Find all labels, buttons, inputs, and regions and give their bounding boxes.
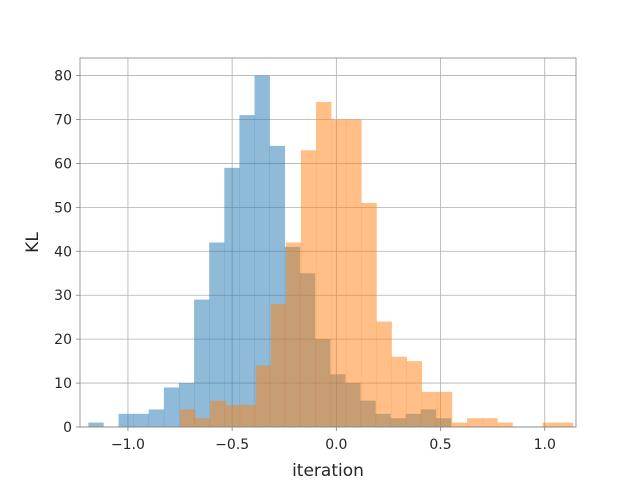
histogram-bar-series-2 — [285, 242, 302, 427]
histogram-bar-series-1 — [88, 422, 104, 427]
histogram-bar-series-2 — [210, 400, 226, 427]
x-tick-label: 0.5 — [429, 437, 451, 453]
histogram-bar-series-2 — [225, 405, 241, 427]
axis-ticks: −1.0 −0.5 0.0 0.5 1.0 0 10 20 30 40 50 60 70 80 — [54, 69, 556, 453]
histogram-bar-series-2 — [452, 422, 468, 427]
histogram-bar-series-2 — [180, 409, 196, 427]
x-axis-label: iteration — [292, 461, 364, 480]
histogram-bar-series-2 — [421, 391, 438, 427]
histogram-bar-series-2 — [331, 119, 347, 427]
histogram-bar-series-2 — [270, 304, 287, 427]
y-tick-label: 0 — [63, 420, 72, 436]
histogram-bar-series-2 — [467, 418, 483, 427]
histogram-bar-series-2 — [376, 321, 392, 427]
y-tick-label: 40 — [54, 244, 72, 260]
x-tick-label: 0.0 — [325, 437, 347, 453]
histogram-bar-series-2 — [346, 119, 362, 427]
y-axis-label: KL — [23, 232, 43, 253]
histogram-bar-series-2 — [195, 418, 211, 427]
histogram-bar-series-1 — [209, 242, 225, 427]
y-tick-label: 70 — [54, 113, 72, 129]
x-tick-label: −1.0 — [111, 437, 145, 453]
histogram-bar-series-1 — [239, 115, 255, 427]
histogram-bar-series-2 — [436, 391, 453, 427]
histogram-bar-series-1 — [194, 299, 210, 427]
x-tick-label: 1.0 — [534, 437, 556, 453]
histogram-bar-series-1 — [224, 167, 240, 428]
histogram-bar-series-1 — [254, 75, 270, 428]
histogram-bar-series-2 — [240, 405, 256, 427]
histogram-bar-series-1 — [118, 413, 134, 427]
histogram-bar-series-2 — [557, 422, 574, 427]
histogram-bar-series-2 — [497, 422, 513, 427]
y-tick-label: 60 — [54, 156, 72, 172]
histogram-bar-series-2 — [300, 150, 317, 427]
histogram-bar-series-2 — [406, 361, 423, 427]
y-tick-label: 80 — [54, 69, 72, 85]
histogram-bar-series-2 — [542, 422, 559, 427]
histogram-bar-series-2 — [316, 101, 332, 427]
histogram-bar-series-2 — [482, 418, 498, 427]
histogram-bar-series-1 — [148, 409, 165, 427]
x-tick-label: −0.5 — [215, 437, 249, 453]
histogram-bar-series-2 — [391, 356, 407, 427]
y-tick-label: 10 — [54, 376, 72, 392]
y-tick-label: 20 — [54, 332, 72, 348]
histogram-bars — [88, 75, 574, 428]
histogram-bar-series-1 — [163, 387, 180, 427]
y-tick-label: 50 — [54, 200, 72, 216]
histogram-bar-series-2 — [361, 202, 377, 427]
histogram-bar-series-1 — [133, 413, 150, 427]
histogram-bar-series-2 — [255, 365, 271, 427]
y-tick-label: 30 — [54, 288, 72, 304]
plot-frame — [79, 57, 577, 428]
